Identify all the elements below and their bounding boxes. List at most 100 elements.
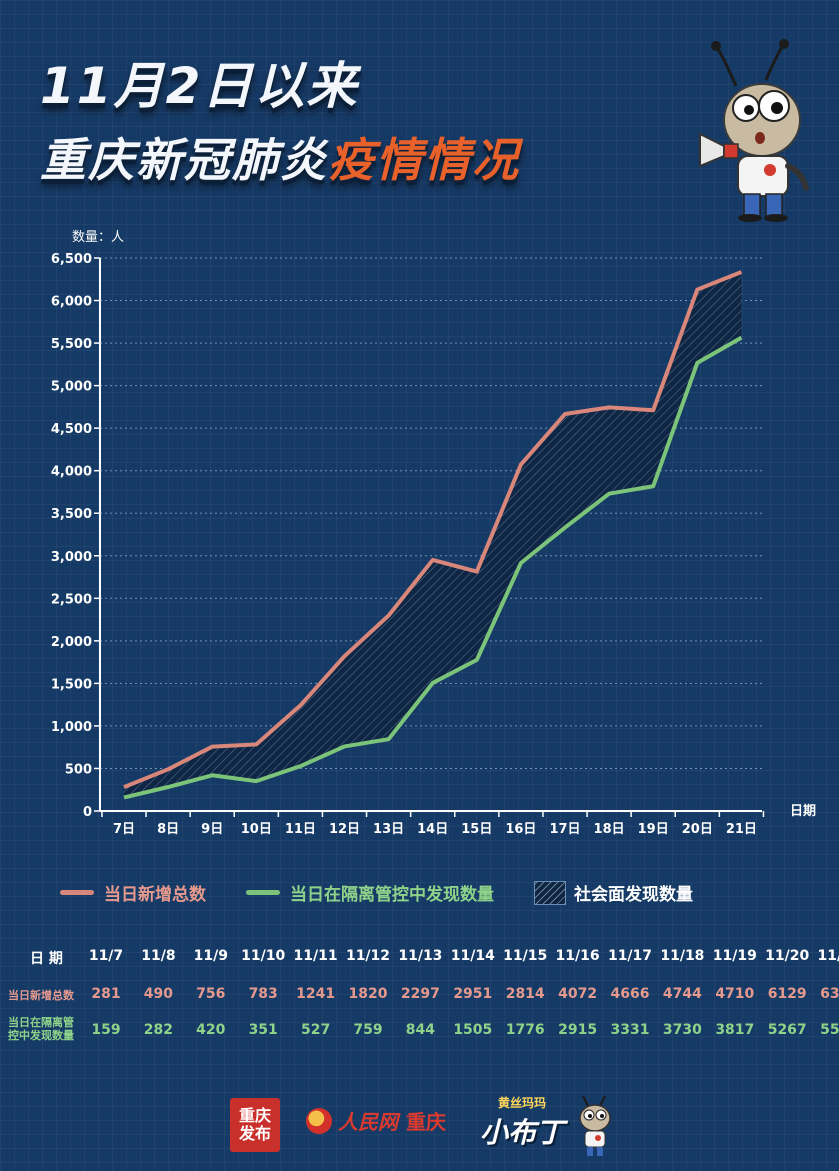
y-tick-label: 5,500 — [51, 337, 92, 352]
table-row-quarantine-label-line2: 控中发现数量 — [8, 1029, 74, 1042]
table-quarantine-cell: 351 — [248, 1022, 278, 1038]
x-tick-label: 14日 — [417, 822, 448, 837]
table-quarantine-cell: 159 — [91, 1022, 121, 1038]
table-date-cell: 11/12 — [345, 948, 391, 964]
mascot-small-icon — [579, 1095, 611, 1156]
y-tick-label: 4,000 — [51, 465, 92, 480]
x-tick-label: 12日 — [329, 822, 360, 837]
table-quarantine-cell: 1776 — [505, 1022, 545, 1038]
x-tick-label: 13日 — [373, 822, 404, 837]
y-tick-label: 1,500 — [51, 677, 92, 692]
x-tick-label: 20日 — [682, 822, 713, 837]
y-tick-label: 2,000 — [51, 635, 92, 650]
table-row-total-label: 当日新增总数 — [8, 989, 74, 1002]
table-total-cell: 2814 — [505, 986, 545, 1002]
y-tick-label: 3,500 — [51, 507, 92, 522]
table-date-cell: 11/7 — [88, 948, 124, 964]
x-tick-label: 18日 — [594, 822, 625, 837]
table-date-cell: 11/8 — [141, 948, 176, 964]
series-line-quarantine — [123, 335, 743, 800]
table-quarantine-cell: 420 — [196, 1022, 226, 1038]
table-quarantine-cell: 3331 — [610, 1022, 650, 1038]
table-row-quarantine: 当日在隔离管 控中发现数量 159 282 420 351 527 759 844 1505 1… — [0, 1016, 839, 1046]
y-tick-label: 1,000 — [51, 720, 92, 735]
table-quarantine-cell: 5564 — [820, 1022, 839, 1038]
footer: 重庆 发布 人民网 重庆 黄丝玛玛 小布丁 — [0, 1080, 839, 1170]
y-tick-label: 500 — [65, 762, 92, 777]
logo-xbd-small: 黄丝玛玛 — [497, 1096, 546, 1110]
line-area-chart: 数量：人 0 500 1,000 1,500 2,000 2,500 3,000 3,500 4… — [51, 230, 816, 837]
table-total-cell: 6335 — [820, 986, 839, 1002]
table-date-cell: 11/14 — [450, 948, 495, 964]
x-tick-label: 19日 — [638, 822, 669, 837]
table-total-cell: 2951 — [453, 986, 493, 1002]
table-total-cell: 281 — [91, 986, 121, 1002]
logo-people-net: 人民网 重庆 — [306, 1106, 446, 1135]
table-row-quarantine-label: 当日在隔离管 控中发现数量 — [8, 1016, 74, 1042]
table-date-cell: 11/18 — [660, 948, 705, 964]
table-total-cell: 1241 — [296, 986, 336, 1002]
x-tick-label: 10日 — [241, 822, 272, 837]
x-tick-label: 9日 — [201, 822, 223, 837]
title-line2-accent: 疫情情况 — [328, 133, 520, 187]
table-quarantine-cell: 2915 — [558, 1022, 598, 1038]
table-row-quarantine-label-line1: 当日在隔离管 — [8, 1016, 74, 1029]
logo-cqfb-line1: 重庆 — [238, 1106, 271, 1125]
y-tick-label: 6,000 — [51, 295, 92, 310]
logo-xiaobuding: 黄丝玛玛 小布丁 — [472, 1094, 572, 1156]
table-total-cell: 4666 — [610, 986, 650, 1002]
legend-item-quarantine: 当日在隔离管控中发现数量 — [246, 880, 494, 905]
table-total-cell: 756 — [196, 986, 226, 1002]
legend-swatch-total — [60, 890, 94, 895]
logo-chongqing-release: 重庆 发布 — [230, 1098, 280, 1152]
logo-rmw-city: 重庆 — [406, 1110, 446, 1134]
y-tick-label: 5,000 — [51, 380, 92, 395]
chart-legend: 当日新增总数 当日在隔离管控中发现数量 社会面发现数量 — [60, 880, 733, 905]
table-date-cell: 11/15 — [503, 948, 548, 964]
logo-xbd-big: 小布丁 — [479, 1116, 564, 1149]
people-net-emblem-icon — [306, 1107, 332, 1134]
table-quarantine-cell: 3730 — [662, 1022, 702, 1038]
table-total-cell: 490 — [143, 986, 173, 1002]
title-line2: 重庆新冠肺炎疫情情况 — [40, 124, 520, 190]
table-quarantine-cell: 527 — [300, 1022, 331, 1038]
y-axis-label: 数量：人 — [72, 230, 124, 245]
y-tick-label: 0 — [83, 805, 92, 820]
table-total-cell: 6129 — [767, 986, 807, 1002]
logo-cqfb-line2: 发布 — [238, 1124, 271, 1143]
legend-label-community: 社会面发现数量 — [574, 885, 693, 905]
x-tick-label: 16日 — [505, 822, 536, 837]
y-tick-label: 4,500 — [51, 422, 92, 437]
x-tick-label: 7日 — [113, 822, 135, 837]
legend-item-community: 社会面发现数量 — [534, 880, 693, 905]
table-total-cell: 783 — [248, 986, 278, 1002]
y-tick-label: 3,000 — [51, 550, 92, 565]
table-quarantine-cell: 1505 — [453, 1022, 493, 1038]
legend-swatch-quarantine — [246, 890, 280, 895]
x-axis-label: 日期 — [790, 804, 816, 819]
legend-label-quarantine: 当日在隔离管控中发现数量 — [290, 885, 494, 905]
table-date-cell: 11/9 — [193, 948, 228, 964]
table-date-cell: 11/19 — [712, 948, 757, 964]
mascot-megaphone-icon — [699, 39, 809, 222]
table-date-cell: 11/20 — [765, 948, 810, 964]
series-line-total — [123, 270, 743, 789]
table-date-cell: 11/21 — [817, 948, 839, 964]
y-tick-label: 6,500 — [51, 252, 92, 267]
legend-label-total: 当日新增总数 — [104, 885, 206, 905]
title-line2-white: 重庆新冠肺炎 — [40, 133, 328, 187]
title-line1: 11月2日以来 — [40, 57, 359, 115]
table-total-cell: 4072 — [558, 986, 598, 1002]
data-table: 日 期 11/7 11/8 11/9 11/10 11/11 11/12 11/13 11/1… — [0, 942, 839, 1046]
x-tick-label: 17日 — [549, 822, 580, 837]
table-total-cell: 1820 — [348, 986, 388, 1002]
community-area — [124, 272, 742, 798]
table-date-cell: 11/11 — [293, 948, 338, 964]
x-tick-label: 21日 — [726, 822, 757, 837]
table-quarantine-cell: 5267 — [767, 1022, 807, 1038]
legend-item-total: 当日新增总数 — [60, 880, 206, 905]
table-row-dates: 日 期 11/7 11/8 11/9 11/10 11/11 11/12 11/13 11/1… — [0, 942, 839, 972]
table-total-cell: 4710 — [715, 986, 755, 1002]
table-quarantine-cell: 282 — [143, 1022, 173, 1038]
table-quarantine-cell: 759 — [353, 1022, 383, 1038]
